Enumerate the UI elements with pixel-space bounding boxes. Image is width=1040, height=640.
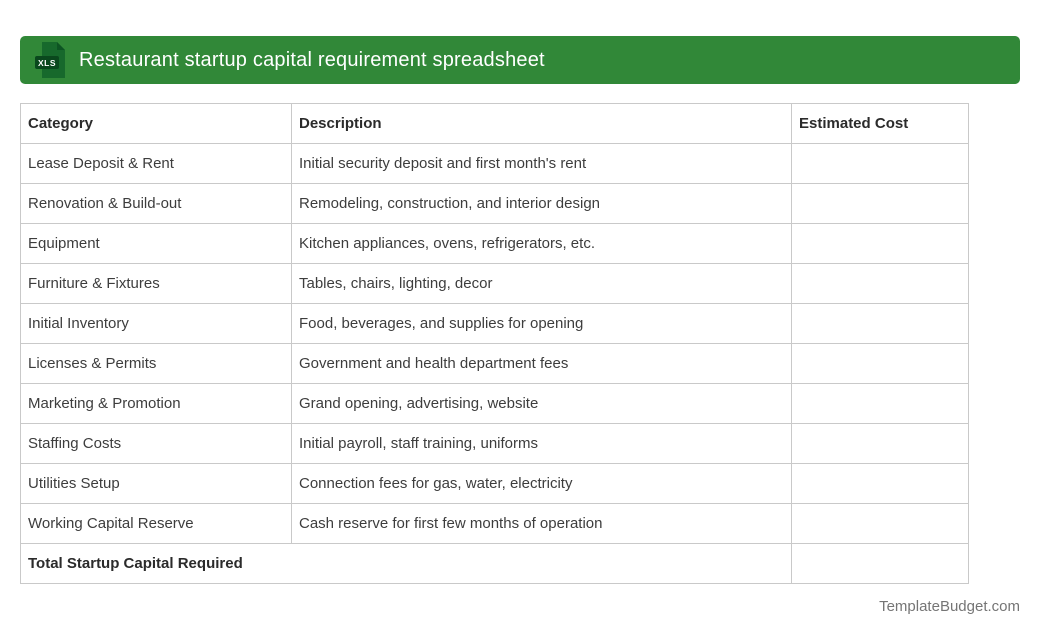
xls-file-icon: XLS: [35, 42, 65, 78]
table-row: Staffing Costs Initial payroll, staff tr…: [20, 423, 969, 464]
column-header-description: Description: [291, 103, 792, 144]
table-row: Working Capital Reserve Cash reserve for…: [20, 503, 969, 544]
table-row: Utilities Setup Connection fees for gas,…: [20, 463, 969, 504]
estimated-cost-cell: [791, 263, 969, 304]
estimated-cost-cell: [791, 463, 969, 504]
table-row: Renovation & Build-out Remodeling, const…: [20, 183, 969, 224]
estimated-cost-cell: [791, 343, 969, 384]
description-cell: Cash reserve for first few months of ope…: [291, 503, 792, 544]
page-title: Restaurant startup capital requirement s…: [79, 48, 545, 71]
category-cell: Staffing Costs: [20, 423, 292, 464]
description-cell: Government and health department fees: [291, 343, 792, 384]
estimated-cost-cell: [791, 223, 969, 264]
category-cell: Renovation & Build-out: [20, 183, 292, 224]
table-row: Furniture & Fixtures Tables, chairs, lig…: [20, 263, 969, 304]
cost-table: Category Description Estimated Cost Leas…: [20, 103, 969, 584]
estimated-cost-cell: [791, 503, 969, 544]
title-bar: XLS Restaurant startup capital requireme…: [20, 36, 1020, 84]
description-cell: Tables, chairs, lighting, decor: [291, 263, 792, 304]
category-cell: Initial Inventory: [20, 303, 292, 344]
table-row: Equipment Kitchen appliances, ovens, ref…: [20, 223, 969, 264]
description-cell: Food, beverages, and supplies for openin…: [291, 303, 792, 344]
category-cell: Marketing & Promotion: [20, 383, 292, 424]
description-cell: Grand opening, advertising, website: [291, 383, 792, 424]
estimated-cost-cell: [791, 183, 969, 224]
category-cell: Lease Deposit & Rent: [20, 143, 292, 184]
category-cell: Licenses & Permits: [20, 343, 292, 384]
column-header-estimated-cost: Estimated Cost: [791, 103, 969, 144]
description-cell: Initial security deposit and first month…: [291, 143, 792, 184]
category-cell: Utilities Setup: [20, 463, 292, 504]
table-row: Licenses & Permits Government and health…: [20, 343, 969, 384]
category-cell: Working Capital Reserve: [20, 503, 292, 544]
description-cell: Connection fees for gas, water, electric…: [291, 463, 792, 504]
table-row: Marketing & Promotion Grand opening, adv…: [20, 383, 969, 424]
total-estimated-cost-cell: [791, 543, 969, 584]
category-cell: Equipment: [20, 223, 292, 264]
description-cell: Remodeling, construction, and interior d…: [291, 183, 792, 224]
estimated-cost-cell: [791, 423, 969, 464]
description-cell: Kitchen appliances, ovens, refrigerators…: [291, 223, 792, 264]
site-watermark: TemplateBudget.com: [879, 598, 1020, 615]
column-header-category: Category: [20, 103, 292, 144]
description-cell: Initial payroll, staff training, uniform…: [291, 423, 792, 464]
xls-icon-label: XLS: [38, 58, 56, 68]
estimated-cost-cell: [791, 383, 969, 424]
estimated-cost-cell: [791, 143, 969, 184]
total-label-cell: Total Startup Capital Required: [20, 543, 792, 584]
table-row: Lease Deposit & Rent Initial security de…: [20, 143, 969, 184]
estimated-cost-cell: [791, 303, 969, 344]
header-row: Category Description Estimated Cost: [20, 103, 969, 144]
total-row: Total Startup Capital Required: [20, 543, 969, 584]
category-cell: Furniture & Fixtures: [20, 263, 292, 304]
table-row: Initial Inventory Food, beverages, and s…: [20, 303, 969, 344]
